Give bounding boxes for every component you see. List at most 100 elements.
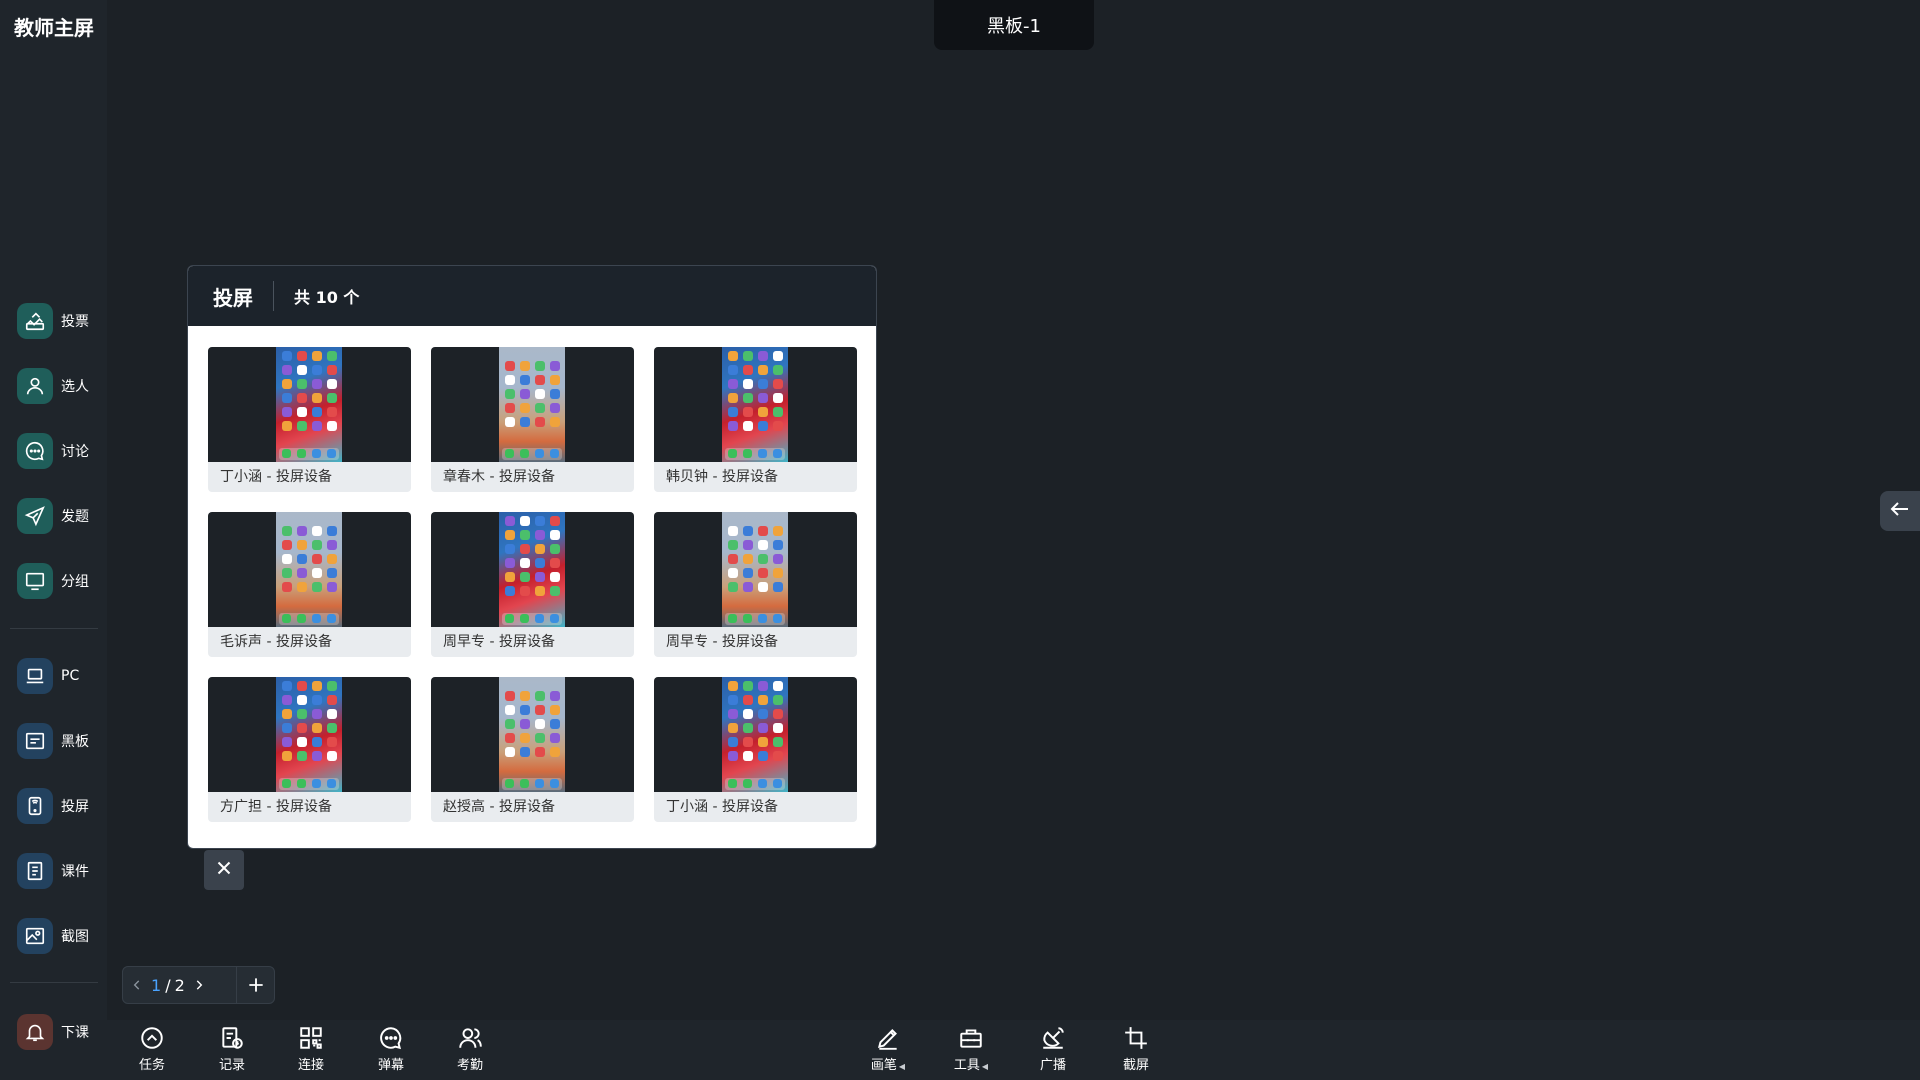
device-card[interactable]: 周早专 - 投屏设备 [431,512,634,657]
device-card[interactable]: 毛诉声 - 投屏设备 [208,512,411,657]
pen-icon [877,1029,897,1050]
device-preview [208,347,411,462]
close-panel-button[interactable] [204,850,244,890]
current-page: 1 [151,975,162,995]
caret-left-icon: ◀ [898,1062,906,1071]
task-icon [141,1027,163,1049]
device-card[interactable]: 丁小涵 - 投屏设备 [654,677,857,822]
sidebar-item-label: 投票 [61,314,89,330]
sidebar-item-cast[interactable]: 投屏 [17,784,101,828]
device-card[interactable]: 丁小涵 - 投屏设备 [208,347,411,492]
sidebar-item-group[interactable]: 分组 [17,559,101,603]
bell-icon [17,1014,53,1050]
sidebar-item-label: PC [61,668,80,684]
sidebar-item-blackboard[interactable]: 黑板 [17,719,101,763]
device-name: 毛诉声 - 投屏设备 [220,634,332,650]
crop-icon [1125,1027,1147,1049]
add-page-button[interactable] [236,967,274,1003]
send-icon [17,498,53,534]
device-preview [654,512,857,627]
sidebar-item-label: 发题 [61,509,89,525]
next-page-button[interactable] [185,967,213,1003]
chevron-right-icon [196,980,203,990]
left-sidebar: 教师主屏 投票 选人 讨论 发题 分组 PC [0,0,107,1080]
arrow-left-icon [1888,497,1912,525]
device-name: 韩贝钟 - 投屏设备 [666,469,778,485]
toolbar-broadcast-button[interactable]: 广播 [1023,1025,1083,1077]
toolbar-task-button[interactable]: 任务 [122,1025,182,1077]
page-pager: 1 / 2 [122,966,275,1004]
phone-screen-thumbnail [276,677,342,792]
sidebar-item-label: 讨论 [61,444,89,460]
device-card[interactable]: 赵授高 - 投屏设备 [431,677,634,822]
device-preview [431,347,634,462]
blackboard-tab[interactable]: 黑板-1 [934,0,1094,50]
device-name: 方广担 - 投屏设备 [220,799,332,815]
broadcast-icon [1043,1027,1064,1049]
sidebar-divider [10,628,98,629]
caret-left-icon: ◀ [981,1062,989,1071]
sidebar-item-pc[interactable]: PC [17,654,101,698]
monitor-icon [17,563,53,599]
toolbar-label: 截屏 [1122,1058,1149,1073]
device-preview [208,512,411,627]
page-separator: / [165,975,171,995]
end-class-button[interactable]: 下课 [17,1010,101,1054]
phone-cast-icon [17,788,53,824]
page-indicator: 1 / 2 [151,976,185,995]
close-icon [213,857,235,883]
vote-icon [17,303,53,339]
sidebar-item-courseware[interactable]: 课件 [17,849,101,893]
sidebar-item-send-question[interactable]: 发题 [17,494,101,538]
phone-screen-thumbnail [276,347,342,462]
toolbar-label: 广播 [1039,1058,1066,1073]
device-preview [431,677,634,792]
courseware-icon [17,853,53,889]
prev-page-button[interactable] [123,967,151,1003]
device-card[interactable]: 方广担 - 投屏设备 [208,677,411,822]
end-class-label: 下课 [61,1025,89,1041]
toolbar-label: 工具 ◀ [953,1058,989,1073]
device-count: 共 10 个 [294,288,360,307]
toolbar-danmaku-button[interactable]: 弹幕 [361,1025,421,1077]
phone-screen-thumbnail [722,347,788,462]
phone-screen-thumbnail [499,512,565,627]
sidebar-item-discussion[interactable]: 讨论 [17,429,101,473]
toolbox-icon [960,1029,982,1048]
sidebar-item-vote[interactable]: 投票 [17,299,101,343]
toolbar-screenshot-button[interactable]: 截屏 [1106,1025,1166,1077]
sidebar-item-screenshot[interactable]: 截图 [17,914,101,958]
qrcode-icon [300,1027,322,1049]
attendance-icon [459,1028,482,1048]
person-icon [17,368,53,404]
toolbar-record-button[interactable]: 记录 [202,1025,262,1077]
expand-panel-button[interactable] [1880,491,1920,531]
record-icon [222,1027,243,1049]
sidebar-item-label: 截图 [61,929,89,945]
sidebar-item-label: 选人 [61,379,89,395]
phone-screen-thumbnail [499,677,565,792]
toolbar-label: 任务 [138,1058,165,1073]
phone-screen-thumbnail [276,512,342,627]
plus-icon [248,978,263,992]
header-divider [273,281,274,311]
device-card[interactable]: 章春木 - 投屏设备 [431,347,634,492]
device-name: 周早专 - 投屏设备 [666,634,778,650]
image-icon [17,918,53,954]
laptop-icon [17,658,53,694]
sidebar-item-pick[interactable]: 选人 [17,364,101,408]
device-card[interactable]: 周早专 - 投屏设备 [654,512,857,657]
board-icon [17,723,53,759]
toolbar-tools-button[interactable]: 工具 ◀ [941,1025,1001,1077]
app-title: 教师主屏 [14,16,94,40]
toolbar-attendance-button[interactable]: 考勤 [440,1025,500,1077]
device-name: 丁小涵 - 投屏设备 [220,469,332,485]
device-preview [431,512,634,627]
device-preview [208,677,411,792]
toolbar-label: 记录 [218,1058,245,1073]
toolbar-connect-button[interactable]: 连接 [281,1025,341,1077]
device-card[interactable]: 韩贝钟 - 投屏设备 [654,347,857,492]
toolbar-pen-button[interactable]: 画笔 ◀ [858,1025,918,1077]
sidebar-divider [10,982,98,983]
danmaku-icon [380,1027,402,1050]
